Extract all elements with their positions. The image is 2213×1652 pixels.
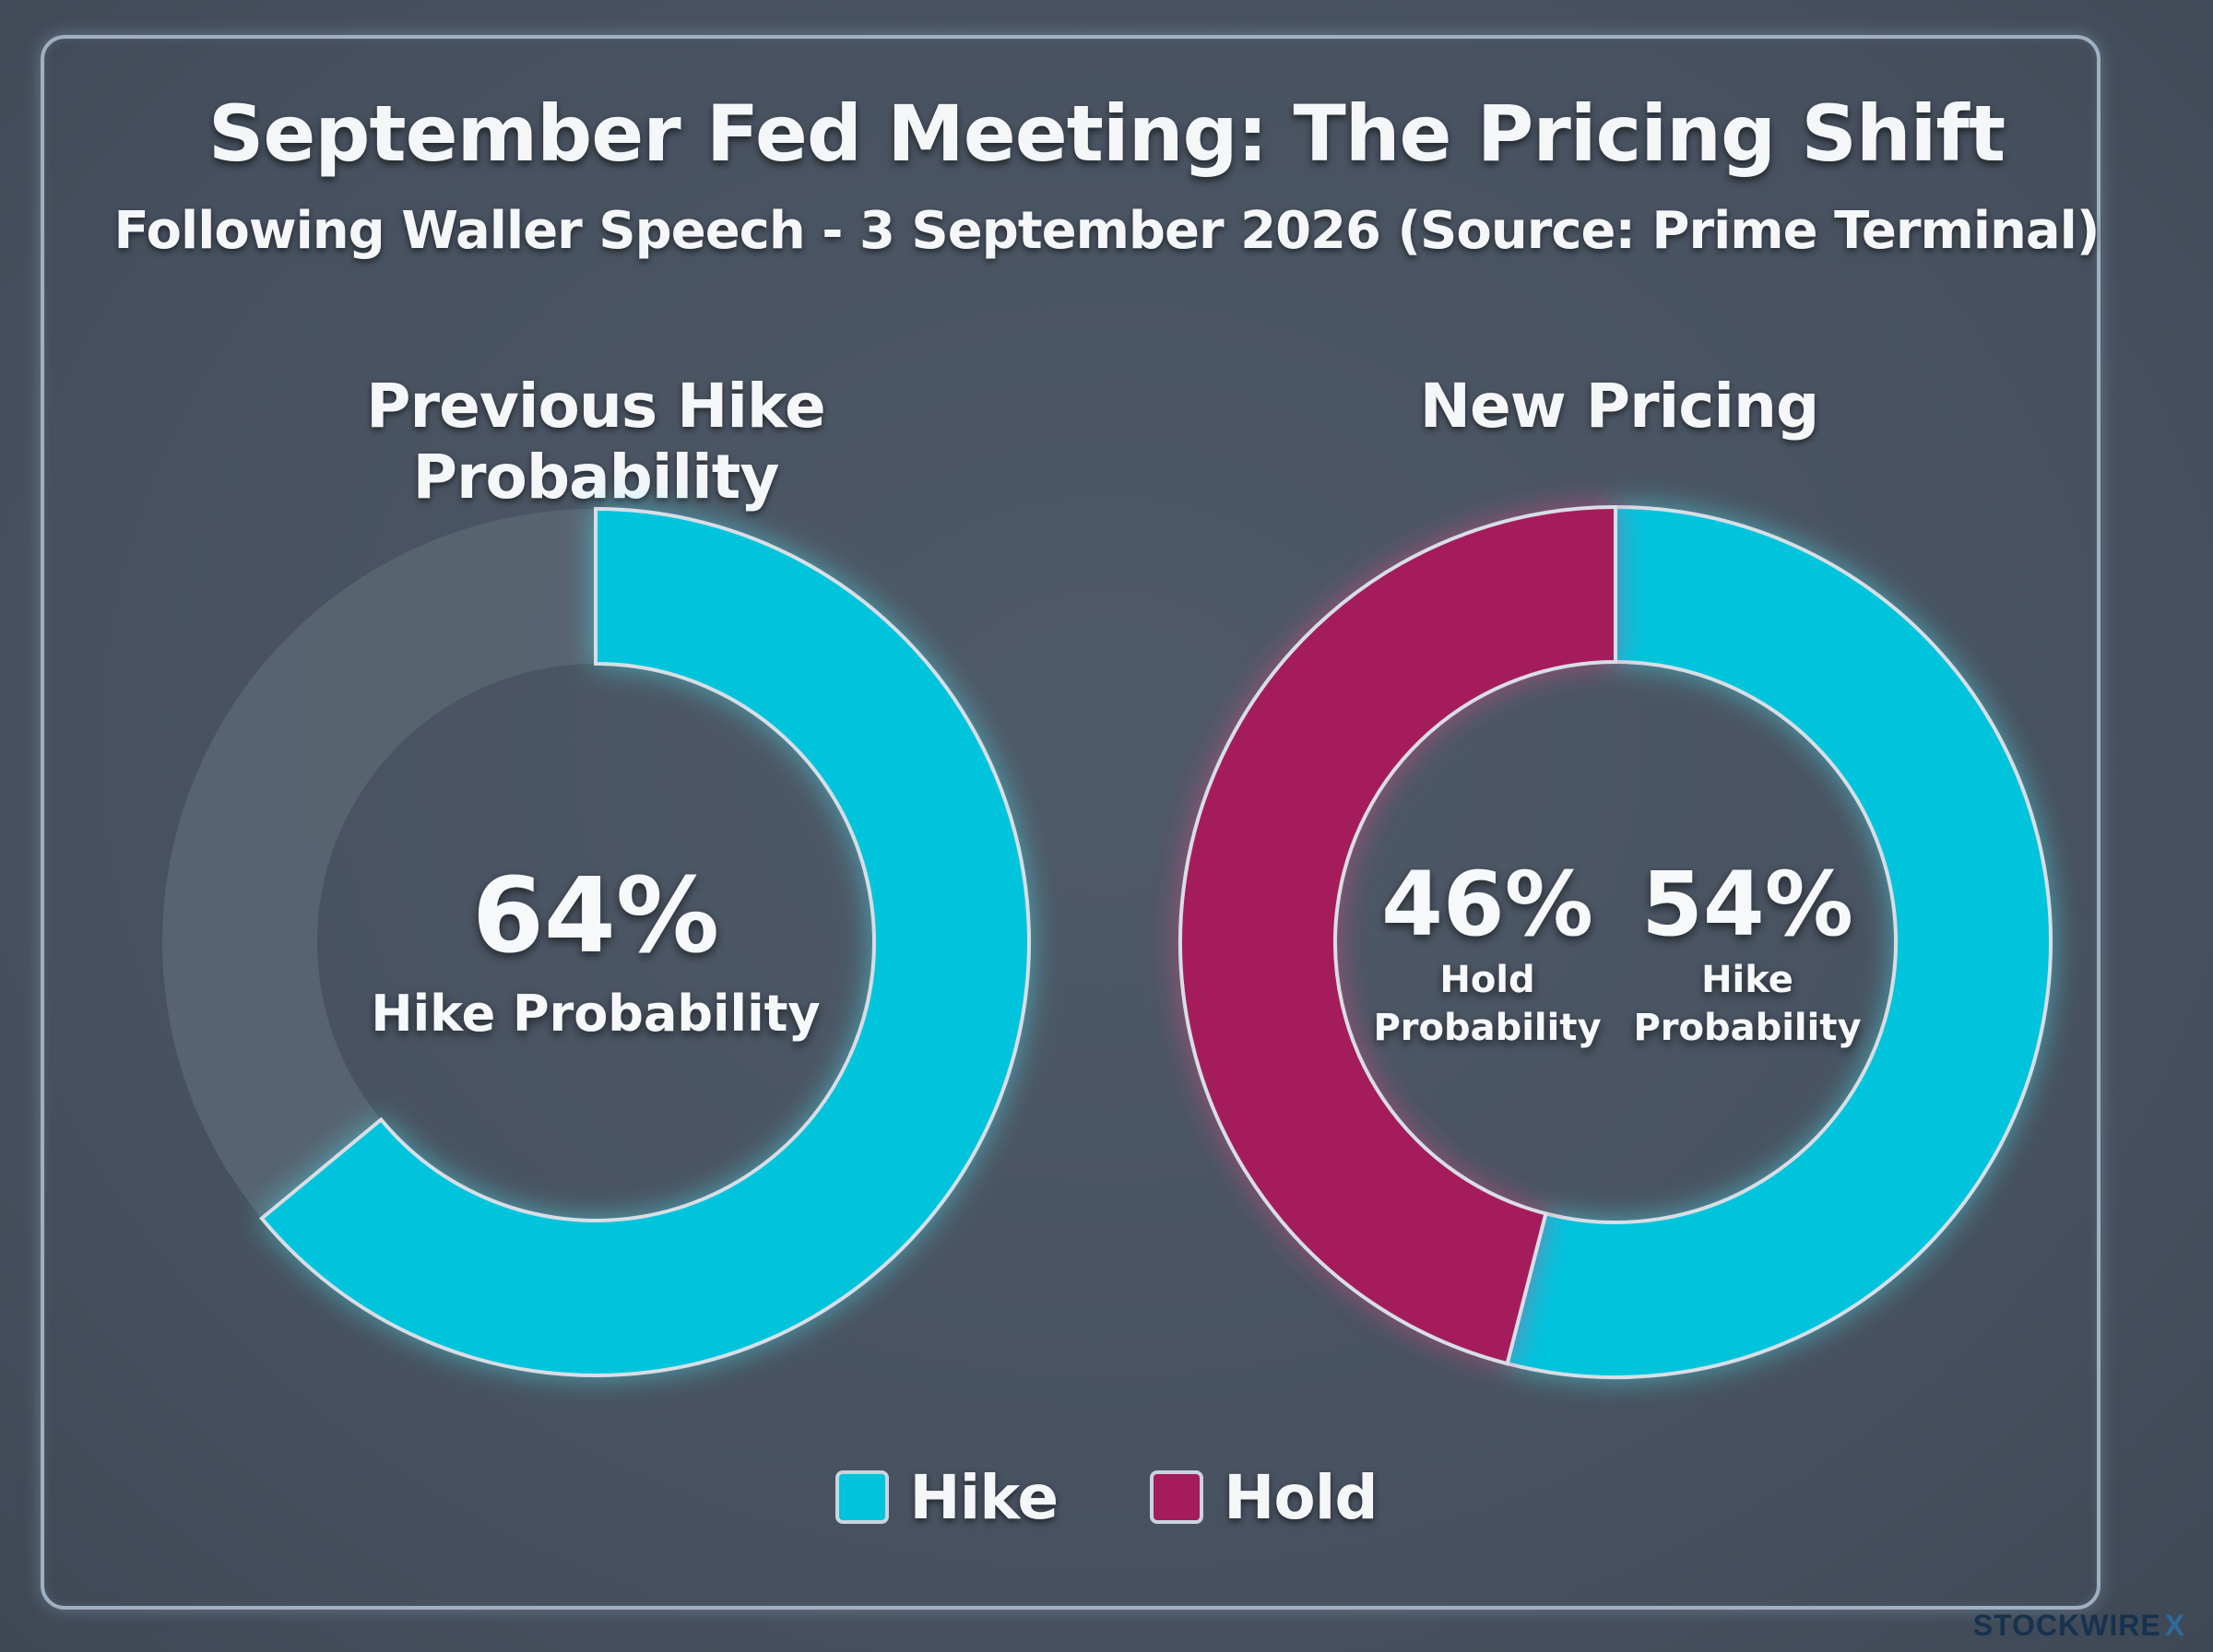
- legend-item-hike: Hike: [835, 1461, 1059, 1533]
- legend-label-hike: Hike: [909, 1461, 1059, 1533]
- brand-mark: X: [2164, 1609, 2185, 1642]
- right-hold-label-line2: Probability: [1373, 1007, 1601, 1049]
- donut-slice-remainder: [162, 509, 596, 1219]
- donut-slice-hike: [259, 506, 1031, 1377]
- brand-name: STOCKWIRE: [1972, 1609, 2161, 1642]
- left-panel-title: Previous Hike Probability: [366, 371, 826, 513]
- right-donut: [1178, 504, 2053, 1379]
- brand-logo: STOCKWIRE X: [1973, 1609, 2185, 1643]
- right-panel-title: New Pricing: [1419, 371, 1819, 442]
- legend-swatch-hold: [1150, 1470, 1204, 1524]
- right-hike-label-line1: Hike: [1701, 959, 1793, 1001]
- right-hold-value: 46%: [1381, 853, 1593, 956]
- right-hike-value: 54%: [1641, 853, 1853, 956]
- legend: Hike Hold: [0, 1460, 2213, 1534]
- donut-slice-hold: [1178, 504, 1617, 1366]
- chart-subtitle: Following Waller Speech - 3 September 20…: [113, 201, 2101, 261]
- chart-title: September Fed Meeting: The Pricing Shift: [207, 88, 2006, 179]
- legend-label-hold: Hold: [1224, 1461, 1378, 1533]
- legend-swatch-hike: [835, 1470, 890, 1524]
- right-hold-label-line1: Hold: [1439, 959, 1534, 1001]
- left-center-value: 64%: [472, 856, 719, 976]
- content-frame: [41, 35, 2101, 1610]
- donut-slice-hike: [1505, 504, 2053, 1379]
- right-hike-label-line2: Probability: [1633, 1007, 1861, 1049]
- left-center-label: Hike Probability: [371, 985, 820, 1043]
- left-donut: [162, 506, 1031, 1377]
- legend-item-hold: Hold: [1150, 1461, 1379, 1533]
